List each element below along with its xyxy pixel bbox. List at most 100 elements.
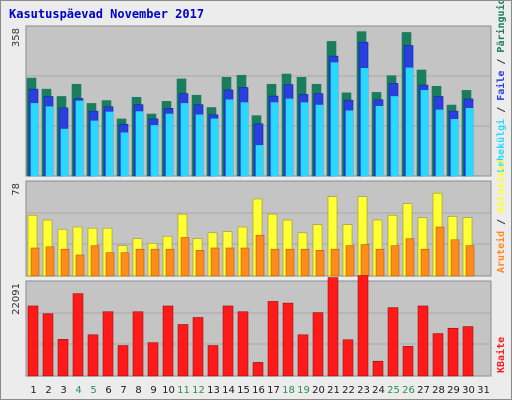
bar-middle-aruteid-day-20 xyxy=(315,250,325,277)
x-tick-day-5: 5 xyxy=(90,385,96,396)
bar-middle-aruteid-day-6 xyxy=(105,252,115,277)
bar-bottom-kbaite-day-28 xyxy=(432,333,444,377)
bar-top-lehekülgi-day-21 xyxy=(330,62,339,177)
x-tick-day-20: 20 xyxy=(312,385,325,396)
x-tick-day-12: 12 xyxy=(192,385,205,396)
chart-title: Kasutuspäevad November 2017 xyxy=(9,7,205,21)
bar-middle-aruteid-day-5 xyxy=(90,245,100,277)
bar-top-lehekülgi-day-4 xyxy=(75,100,84,177)
bar-middle-aruteid-day-13 xyxy=(210,247,220,277)
bar-top-lehekülgi-day-14 xyxy=(225,99,234,177)
bar-bottom-kbaite-day-21 xyxy=(327,277,339,377)
bar-bottom-kbaite-day-8 xyxy=(132,311,144,377)
bar-bottom-kbaite-day-3 xyxy=(57,339,69,377)
bar-top-lehekülgi-day-1 xyxy=(30,103,39,177)
bar-bottom-kbaite-day-30 xyxy=(462,326,474,377)
bar-middle-aruteid-day-24 xyxy=(375,248,385,277)
bar-middle-aruteid-day-4 xyxy=(75,254,85,277)
bar-bottom-kbaite-day-9 xyxy=(147,342,159,377)
bar-middle-aruteid-day-11 xyxy=(180,237,190,277)
bar-middle-aruteid-day-21 xyxy=(330,248,340,277)
bar-middle-aruteid-day-27 xyxy=(420,248,430,277)
bar-bottom-kbaite-day-16 xyxy=(252,362,264,377)
x-tick-day-10: 10 xyxy=(162,385,175,396)
bar-middle-aruteid-day-1 xyxy=(30,247,40,277)
x-tick-day-16: 16 xyxy=(252,385,265,396)
bar-top-lehekülgi-day-6 xyxy=(105,111,114,177)
bar-middle-aruteid-day-7 xyxy=(120,252,130,277)
x-tick-day-22: 22 xyxy=(342,385,355,396)
bar-top-lehekülgi-day-16 xyxy=(255,145,264,177)
bar-bottom-kbaite-day-15 xyxy=(237,311,249,377)
panel-bottom-ymax-label: 22091 xyxy=(11,283,22,315)
bar-bottom-kbaite-day-29 xyxy=(447,327,459,377)
bar-bottom-kbaite-day-10 xyxy=(162,305,174,377)
bar-middle-aruteid-day-25 xyxy=(390,245,400,277)
x-tick-day-30: 30 xyxy=(462,385,475,396)
x-tick-day-1: 1 xyxy=(30,385,36,396)
x-tick-day-17: 17 xyxy=(267,385,280,396)
x-tick-day-23: 23 xyxy=(357,385,370,396)
x-tick-day-18: 18 xyxy=(282,385,295,396)
bar-middle-aruteid-day-10 xyxy=(165,248,175,277)
side-label-bottom: KBaite xyxy=(495,337,507,373)
bar-top-lehekülgi-day-2 xyxy=(45,106,54,177)
side-label-middle: Aruteid / Külastusi xyxy=(495,159,507,273)
bar-top-lehekülgi-day-13 xyxy=(210,118,219,177)
bar-middle-aruteid-day-15 xyxy=(240,247,250,277)
x-tick-day-15: 15 xyxy=(237,385,250,396)
x-tick-day-2: 2 xyxy=(45,385,51,396)
x-tick-day-8: 8 xyxy=(135,385,141,396)
bar-middle-aruteid-day-9 xyxy=(150,248,160,277)
bar-middle-aruteid-day-17 xyxy=(270,248,280,277)
bar-top-lehekülgi-day-30 xyxy=(465,108,474,177)
bar-bottom-kbaite-day-24 xyxy=(372,360,384,377)
bar-top-lehekülgi-day-23 xyxy=(360,68,369,177)
bar-middle-aruteid-day-30 xyxy=(465,245,475,277)
bar-bottom-kbaite-day-23 xyxy=(357,275,369,377)
bar-middle-aruteid-day-8 xyxy=(135,248,145,277)
bar-top-lehekülgi-day-5 xyxy=(90,120,99,177)
bar-middle-aruteid-day-3 xyxy=(60,248,70,277)
bar-top-lehekülgi-day-27 xyxy=(420,90,429,177)
bar-middle-aruteid-day-23 xyxy=(360,244,370,277)
bar-bottom-kbaite-day-5 xyxy=(87,334,99,377)
bar-top-lehekülgi-day-29 xyxy=(450,119,459,177)
bar-top-lehekülgi-day-22 xyxy=(345,110,354,177)
bar-middle-aruteid-day-19 xyxy=(300,248,310,277)
bar-bottom-kbaite-day-22 xyxy=(342,339,354,377)
x-tick-day-11: 11 xyxy=(177,385,190,396)
bar-middle-aruteid-day-14 xyxy=(225,247,235,277)
bar-bottom-kbaite-day-18 xyxy=(282,302,294,377)
bar-top-lehekülgi-day-28 xyxy=(435,109,444,177)
x-tick-day-27: 27 xyxy=(417,385,430,396)
panel-middle-ymax-label: 78 xyxy=(11,183,22,196)
x-tick-day-21: 21 xyxy=(327,385,340,396)
bar-bottom-kbaite-day-11 xyxy=(177,324,189,377)
bar-top-lehekülgi-day-8 xyxy=(135,111,144,177)
bar-middle-aruteid-day-18 xyxy=(285,248,295,277)
x-tick-day-3: 3 xyxy=(60,385,66,396)
x-tick-day-29: 29 xyxy=(447,385,460,396)
bar-top-lehekülgi-day-24 xyxy=(375,105,384,177)
bar-bottom-kbaite-day-7 xyxy=(117,345,129,377)
bar-middle-aruteid-day-26 xyxy=(405,238,415,277)
bar-bottom-kbaite-day-27 xyxy=(417,305,429,377)
bar-bottom-kbaite-day-4 xyxy=(72,293,84,377)
bar-bottom-kbaite-day-6 xyxy=(102,311,114,377)
bar-top-lehekülgi-day-17 xyxy=(270,102,279,177)
x-tick-day-4: 4 xyxy=(75,385,81,396)
bar-top-lehekülgi-day-11 xyxy=(180,103,189,177)
x-tick-day-14: 14 xyxy=(222,385,235,396)
x-tick-day-24: 24 xyxy=(372,385,385,396)
bar-bottom-kbaite-day-20 xyxy=(312,312,324,377)
x-tick-day-9: 9 xyxy=(150,385,156,396)
x-tick-day-25: 25 xyxy=(387,385,400,396)
bar-bottom-kbaite-day-1 xyxy=(27,305,39,377)
bar-top-lehekülgi-day-10 xyxy=(165,113,174,177)
x-tick-day-31: 31 xyxy=(477,385,490,396)
bar-middle-aruteid-day-22 xyxy=(345,245,355,277)
bar-middle-aruteid-day-28 xyxy=(435,226,445,277)
bar-bottom-kbaite-day-17 xyxy=(267,301,279,377)
x-tick-day-28: 28 xyxy=(432,385,445,396)
